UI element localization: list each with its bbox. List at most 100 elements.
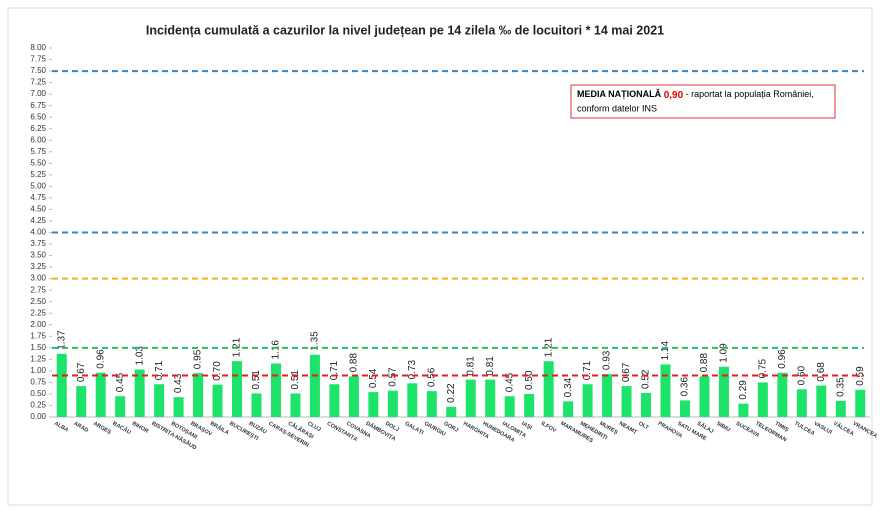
bar bbox=[660, 364, 671, 417]
value-label: 0.75 bbox=[758, 359, 769, 379]
value-label: 0.88 bbox=[349, 353, 360, 373]
bar bbox=[251, 393, 262, 417]
bar bbox=[173, 397, 184, 417]
y-tick-label: 3.50 bbox=[30, 251, 46, 260]
value-label: 0.96 bbox=[777, 349, 788, 369]
bar bbox=[602, 374, 613, 417]
value-label: 0.35 bbox=[835, 377, 846, 397]
value-label: 0.96 bbox=[95, 349, 106, 369]
y-tick-label: 5.50 bbox=[30, 158, 46, 167]
bar bbox=[641, 393, 652, 417]
bar bbox=[76, 386, 87, 417]
bar bbox=[855, 389, 866, 417]
y-tick-label: 1.50 bbox=[30, 343, 46, 352]
y-tick-label: 4.25 bbox=[30, 216, 46, 225]
bar bbox=[757, 382, 768, 417]
value-label: 0.34 bbox=[563, 377, 574, 397]
y-tick-label: 5.75 bbox=[30, 147, 46, 156]
y-tick-label: 6.75 bbox=[30, 101, 46, 110]
y-tick-label: 0.00 bbox=[30, 412, 46, 421]
value-label: 0.73 bbox=[407, 359, 418, 379]
bar bbox=[524, 393, 535, 417]
value-label: 1.14 bbox=[660, 341, 671, 361]
x-tick-label: OLT bbox=[637, 421, 650, 432]
y-tick-label: 4.00 bbox=[30, 228, 46, 237]
value-label: 0.54 bbox=[368, 368, 379, 388]
value-label: 1.35 bbox=[310, 331, 321, 351]
y-tick-label: 2.00 bbox=[30, 320, 46, 329]
bar bbox=[193, 373, 204, 417]
value-label: 0.57 bbox=[387, 367, 398, 387]
annotation-heading: MEDIA NAȚIONALĂ bbox=[577, 89, 662, 99]
bar bbox=[718, 366, 729, 417]
bar bbox=[329, 384, 340, 417]
y-tick-label: 7.00 bbox=[30, 89, 46, 98]
bar bbox=[485, 379, 496, 417]
value-label: 0.45 bbox=[115, 372, 126, 392]
y-tick-label: 6.50 bbox=[30, 112, 46, 121]
annotation: MEDIA NAȚIONALĂ 0,90 - raportat la popul… bbox=[577, 89, 814, 100]
bar bbox=[232, 361, 243, 417]
bar bbox=[154, 384, 165, 417]
bar bbox=[699, 376, 710, 417]
y-tick-label: 1.00 bbox=[30, 366, 46, 375]
bar bbox=[407, 383, 418, 417]
y-tick-label: 5.00 bbox=[30, 181, 46, 190]
bar bbox=[56, 353, 67, 417]
y-tick-label: 7.25 bbox=[30, 78, 46, 87]
bar bbox=[816, 385, 827, 417]
value-label: 0.93 bbox=[602, 350, 613, 370]
value-label: 0.81 bbox=[485, 356, 496, 376]
bar bbox=[368, 392, 379, 417]
x-tick-label: IAȘI bbox=[520, 421, 533, 432]
bar bbox=[563, 401, 574, 417]
bar bbox=[796, 389, 807, 417]
value-label: 0.45 bbox=[504, 372, 515, 392]
y-tick-label: 7.75 bbox=[30, 55, 46, 64]
value-label: 0.36 bbox=[680, 376, 691, 396]
y-tick-label: 6.25 bbox=[30, 124, 46, 133]
value-label: 0.51 bbox=[290, 370, 301, 390]
bar bbox=[212, 384, 223, 417]
y-tick-label: 6.00 bbox=[30, 135, 46, 144]
value-label: 0.29 bbox=[738, 380, 749, 400]
y-tick-label: 2.25 bbox=[30, 308, 46, 317]
annotation-text: conform datelor INS bbox=[577, 103, 657, 113]
value-label: 1.16 bbox=[271, 340, 282, 360]
bar bbox=[621, 386, 632, 417]
y-tick-label: 0.75 bbox=[30, 378, 46, 387]
value-label: 0.71 bbox=[154, 360, 165, 380]
value-label: 1.03 bbox=[134, 346, 145, 366]
y-tick-label: 0.50 bbox=[30, 389, 46, 398]
y-tick-label: 0.25 bbox=[30, 401, 46, 410]
annotation-box bbox=[570, 84, 836, 119]
y-tick-label: 3.25 bbox=[30, 262, 46, 271]
bar bbox=[387, 390, 398, 417]
value-label: 0.81 bbox=[465, 356, 476, 376]
bar bbox=[290, 393, 301, 417]
value-label: 0.95 bbox=[193, 349, 204, 369]
bar bbox=[115, 396, 126, 417]
value-label: 0.71 bbox=[582, 360, 593, 380]
chart-title: Incidența cumulată a cazurilor la nivel … bbox=[146, 23, 664, 37]
bar bbox=[465, 379, 476, 417]
value-label: 0.59 bbox=[855, 366, 866, 386]
value-label: 0.51 bbox=[251, 370, 262, 390]
value-label: 0.67 bbox=[76, 362, 87, 382]
bar bbox=[679, 400, 690, 417]
bar bbox=[426, 391, 437, 417]
bar bbox=[446, 406, 457, 417]
y-tick-label: 7.50 bbox=[30, 66, 46, 75]
value-label: 0.22 bbox=[446, 383, 457, 403]
bar bbox=[582, 384, 593, 417]
y-tick-label: 1.75 bbox=[30, 331, 46, 340]
value-label: 0.50 bbox=[524, 370, 535, 390]
annotation-value: 0,90 bbox=[664, 90, 684, 101]
y-tick-label: 3.00 bbox=[30, 274, 46, 283]
bar bbox=[348, 376, 359, 417]
bar bbox=[504, 396, 515, 417]
value-label: 0.67 bbox=[621, 362, 632, 382]
y-tick-label: 2.75 bbox=[30, 285, 46, 294]
bar bbox=[543, 361, 554, 417]
